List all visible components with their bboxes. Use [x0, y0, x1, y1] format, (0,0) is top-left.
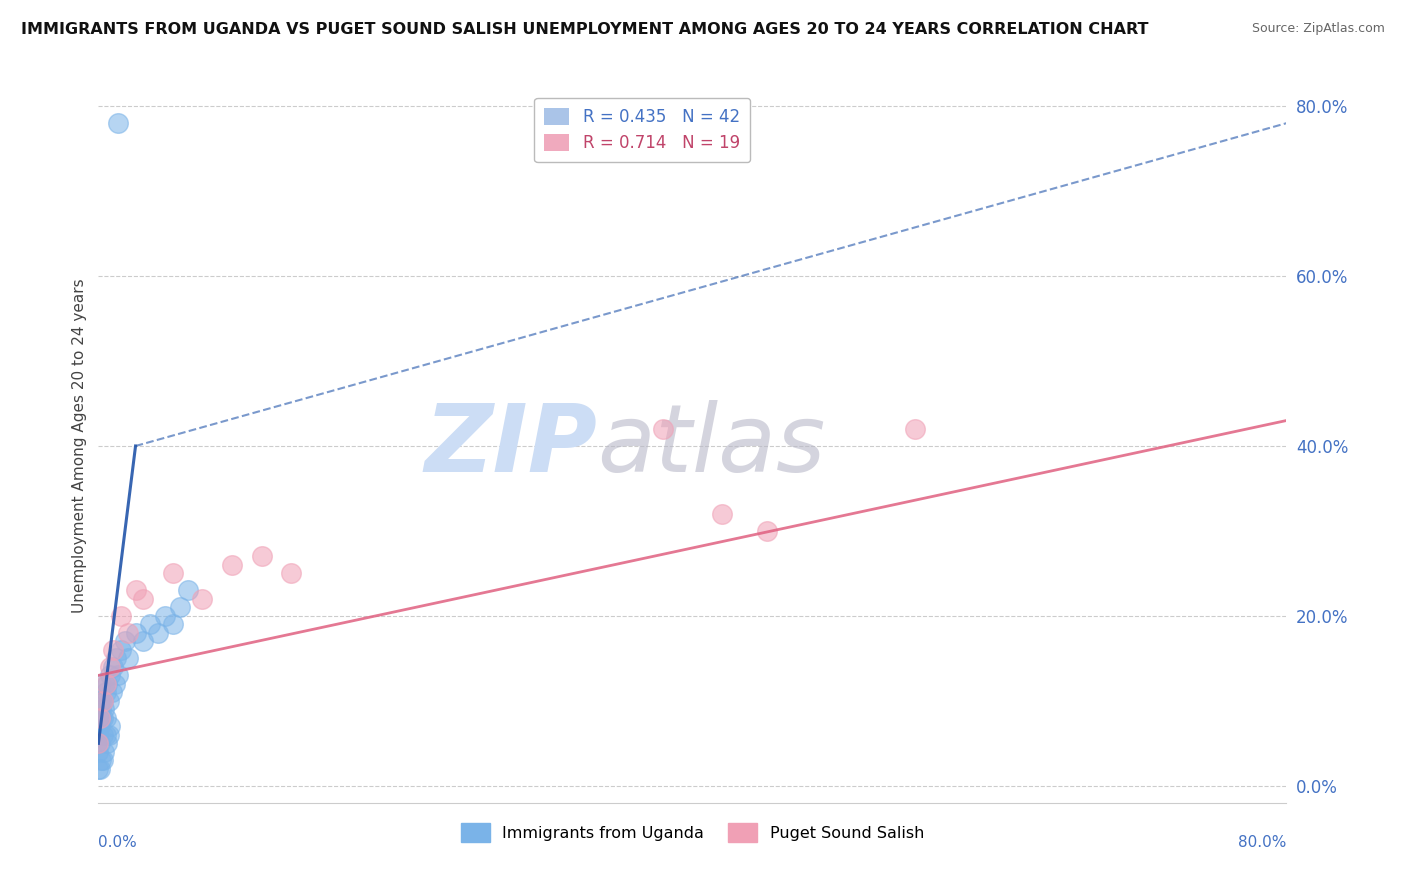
Point: [98, 660, 121, 674]
Point: [146, 626, 169, 640]
Point: [90, 711, 112, 725]
Point: [651, 422, 673, 436]
Point: [91, 694, 114, 708]
Text: 80.0%: 80.0%: [1239, 835, 1286, 850]
Point: [132, 634, 155, 648]
Point: [110, 608, 132, 623]
Point: [250, 549, 273, 564]
Point: [139, 617, 162, 632]
Point: [711, 507, 734, 521]
Point: [101, 685, 124, 699]
Point: [107, 668, 129, 682]
Point: [98, 668, 121, 682]
Point: [117, 651, 139, 665]
Point: [94, 685, 117, 699]
Point: [169, 600, 191, 615]
Point: [103, 660, 125, 674]
Point: [87, 728, 110, 742]
Point: [176, 583, 198, 598]
Point: [90, 753, 112, 767]
Point: [93, 745, 115, 759]
Point: [110, 643, 132, 657]
Point: [89, 719, 111, 733]
Point: [280, 566, 302, 581]
Point: [90, 677, 112, 691]
Point: [155, 608, 177, 623]
Point: [98, 719, 121, 733]
Point: [162, 566, 184, 581]
Point: [191, 591, 214, 606]
Text: Source: ZipAtlas.com: Source: ZipAtlas.com: [1251, 22, 1385, 36]
Point: [162, 617, 184, 632]
Point: [97, 694, 120, 708]
Point: [105, 651, 128, 665]
Point: [94, 711, 117, 725]
Legend: Immigrants from Uganda, Puget Sound Salish: Immigrants from Uganda, Puget Sound Sali…: [454, 817, 931, 848]
Point: [87, 745, 110, 759]
Point: [89, 736, 111, 750]
Point: [104, 677, 127, 691]
Point: [87, 736, 110, 750]
Y-axis label: Unemployment Among Ages 20 to 24 years: Unemployment Among Ages 20 to 24 years: [72, 278, 87, 614]
Point: [91, 753, 114, 767]
Text: 0.0%: 0.0%: [98, 835, 138, 850]
Point: [904, 422, 927, 436]
Point: [755, 524, 778, 538]
Point: [132, 591, 155, 606]
Point: [96, 677, 118, 691]
Point: [89, 762, 111, 776]
Point: [89, 711, 111, 725]
Text: ZIP: ZIP: [425, 400, 598, 492]
Point: [97, 728, 120, 742]
Point: [89, 694, 111, 708]
Point: [94, 677, 117, 691]
Point: [94, 728, 117, 742]
Text: IMMIGRANTS FROM UGANDA VS PUGET SOUND SALISH UNEMPLOYMENT AMONG AGES 20 TO 24 YE: IMMIGRANTS FROM UGANDA VS PUGET SOUND SA…: [21, 22, 1149, 37]
Point: [93, 702, 115, 716]
Point: [96, 736, 118, 750]
Point: [91, 694, 114, 708]
Text: atlas: atlas: [598, 401, 825, 491]
Point: [87, 762, 110, 776]
Point: [91, 711, 114, 725]
Point: [90, 702, 112, 716]
Point: [107, 116, 129, 130]
Point: [91, 728, 114, 742]
Point: [114, 634, 136, 648]
Point: [124, 583, 146, 598]
Point: [117, 626, 139, 640]
Point: [124, 626, 146, 640]
Point: [103, 643, 125, 657]
Point: [221, 558, 243, 572]
